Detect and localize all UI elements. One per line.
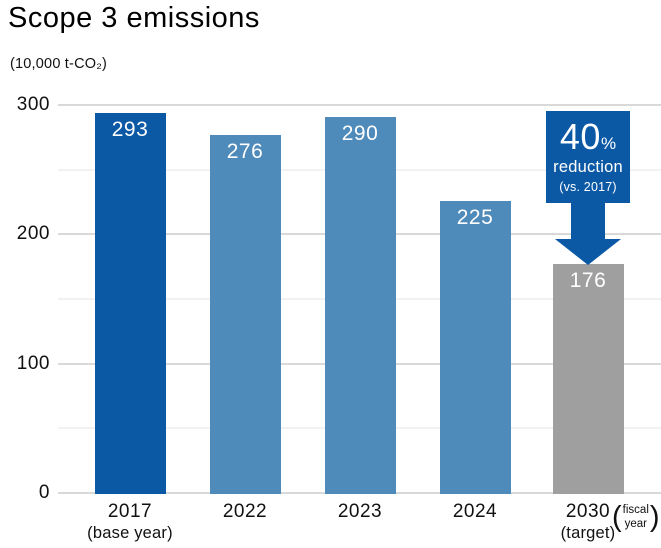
bar-value-label: 176: [569, 269, 607, 293]
y-axis-label: 100: [16, 352, 50, 374]
bar-value-label: 225: [456, 206, 494, 229]
x-axis-label: 2024: [405, 501, 545, 523]
bar-2030: 176: [552, 264, 624, 494]
bar-2024: 225: [439, 201, 511, 494]
fiscal-line1: fiscal: [622, 504, 649, 517]
fiscal-year-text: fiscal year: [622, 504, 650, 530]
plot-area: 293 276 290 225 176: [58, 104, 661, 494]
x-axis-label: 2023: [290, 501, 430, 523]
x-axis-year: 2017: [107, 501, 153, 522]
bar-value-label: 293: [111, 118, 149, 142]
callout-arrow-stem: [571, 201, 605, 239]
y-axis-unit-label: (10,000 t-CO₂): [10, 56, 108, 72]
fiscal-close-paren: ): [649, 501, 660, 533]
x-axis-year: 2024: [452, 501, 498, 522]
bar-2017: 293: [94, 113, 166, 494]
reduction-baseline-note: (vs. 2017): [559, 180, 617, 194]
y-axis-label: 200: [16, 223, 50, 245]
bar-2022: 276: [209, 135, 281, 494]
x-axis-label: 2030 (target): [518, 501, 658, 543]
x-axis-sublabel: (base year): [87, 524, 173, 542]
reduction-percent: 40%: [546, 119, 630, 155]
y-axis-label: 0: [38, 482, 50, 503]
x-axis-label: 2022: [175, 501, 315, 523]
callout-arrow-head-icon: [555, 239, 621, 265]
x-axis-year: 2022: [222, 501, 268, 522]
fiscal-line2: year: [624, 517, 647, 530]
bar-value-label: 276: [226, 140, 264, 164]
fiscal-year-label: ( fiscal year ): [612, 503, 660, 532]
percent-sign: %: [600, 134, 617, 153]
x-axis-sublabel: (target): [560, 524, 616, 542]
reduction-callout: 40% reduction (vs. 2017): [546, 111, 630, 203]
y-axis-label: 300: [16, 94, 50, 115]
bar-2023: 290: [324, 116, 396, 494]
x-axis-label: 2017 (base year): [60, 501, 200, 543]
chart-title: Scope 3 emissions: [8, 2, 260, 34]
reduction-value: 40: [559, 116, 601, 157]
bar-value-label: 290: [341, 121, 379, 145]
x-axis-year: 2023: [337, 501, 383, 522]
x-axis-year: 2030: [565, 501, 611, 522]
gridline-300: [58, 104, 661, 106]
fiscal-open-paren: (: [612, 501, 622, 533]
reduction-word: reduction: [553, 158, 623, 176]
